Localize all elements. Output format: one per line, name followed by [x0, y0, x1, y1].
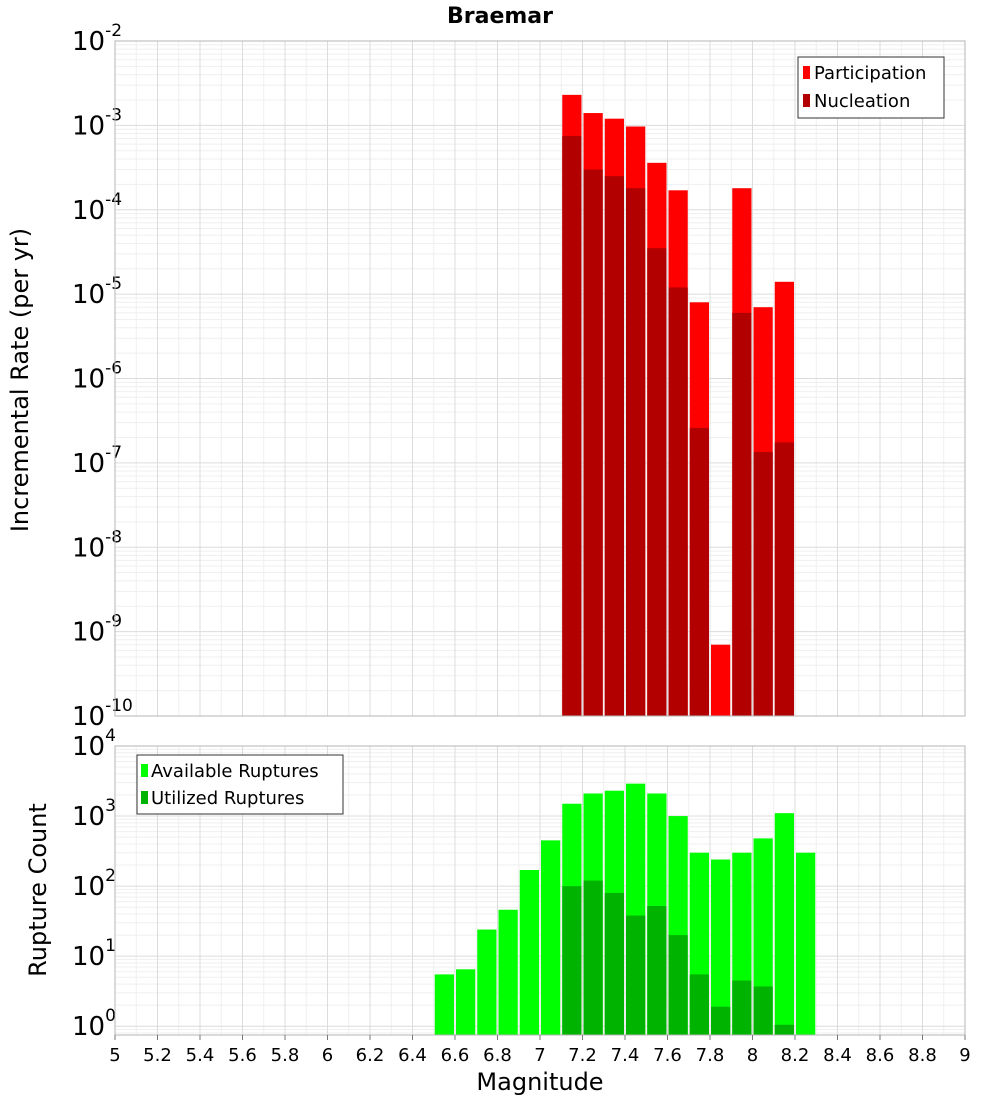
x-tick-label: 7.6	[653, 1045, 682, 1066]
bottom-y-axis-label: Rupture Count	[24, 803, 52, 977]
utilized-ruptures-bar	[604, 892, 624, 1035]
rupture-legend-box	[136, 754, 344, 815]
available-ruptures-bar	[434, 974, 454, 1035]
nucleation-bar	[732, 312, 752, 716]
participation-legend-swatch	[803, 66, 810, 79]
utilized-ruptures-bar	[774, 1024, 794, 1035]
x-tick-label: 5.6	[228, 1045, 257, 1066]
nucleation-bar	[562, 135, 582, 717]
nucleation-bar	[647, 248, 667, 717]
available-ruptures-bar	[477, 929, 497, 1035]
y-tick-label: 10-10	[72, 696, 133, 732]
y-tick-label: 103	[72, 796, 116, 832]
rupture-legend: Available Ruptures Utilized Ruptures	[136, 754, 344, 815]
nucleation-legend-label: Nucleation	[814, 91, 910, 112]
x-tick-label: 7.4	[611, 1045, 640, 1066]
x-tick-label: 8	[747, 1045, 758, 1066]
rate-legend-box	[797, 56, 945, 119]
utilized-ruptures-bar	[626, 915, 646, 1035]
available-ruptures-bar	[498, 909, 518, 1035]
x-tick-label: 5.4	[186, 1045, 215, 1066]
nucleation-bar	[689, 427, 709, 716]
x-tick-label: 6.2	[356, 1045, 385, 1066]
available-ruptures-bar	[753, 838, 773, 1035]
y-tick-label: 10-4	[72, 190, 122, 226]
nucleation-bar	[604, 176, 624, 716]
available-legend-swatch	[141, 764, 148, 777]
x-tick-label: 6.6	[441, 1045, 470, 1066]
x-tick-label: 7.8	[696, 1045, 725, 1066]
utilized-ruptures-bar	[647, 906, 667, 1035]
available-ruptures-bar	[774, 813, 794, 1035]
x-tick-label: 6.4	[398, 1045, 427, 1066]
available-ruptures-bar	[711, 859, 731, 1035]
available-ruptures-bar	[456, 969, 476, 1035]
utilized-ruptures-bar	[711, 1006, 731, 1035]
rupture-count-panel: 100 101 102 103 104 5 5.2 5.4 5.6 5.8 6 6.2 6.4 6.6 6.…	[72, 726, 971, 1066]
available-ruptures-bar	[519, 869, 539, 1035]
top-y-axis-label: Incremental Rate (per yr)	[6, 228, 34, 532]
x-tick-label: 8.4	[823, 1045, 852, 1066]
x-tick-label: 9	[959, 1045, 970, 1066]
x-tick-label: 7.2	[568, 1045, 597, 1066]
available-ruptures-bar	[796, 852, 816, 1035]
x-tick-label: 5.2	[143, 1045, 172, 1066]
y-tick-label: 104	[72, 726, 116, 762]
x-tick-label: 5.8	[271, 1045, 300, 1066]
nucleation-bar	[668, 287, 688, 716]
participation-legend-label: Participation	[814, 63, 926, 84]
x-axis-label: Magnitude	[476, 1068, 603, 1096]
nucleation-bar	[753, 451, 773, 716]
x-tick-label: 8.2	[781, 1045, 810, 1066]
rate-legend: Participation Nucleation	[797, 56, 945, 119]
available-ruptures-bar	[541, 840, 561, 1035]
available-legend-label: Available Ruptures	[151, 761, 319, 782]
plot-frame	[114, 40, 966, 717]
x-tick-label: 6	[322, 1045, 333, 1066]
x-tick-label: 6.8	[483, 1045, 512, 1066]
utilized-ruptures-bar	[753, 986, 773, 1035]
y-tick-label: 102	[72, 866, 116, 902]
x-tick-label: 5	[109, 1045, 120, 1066]
nucleation-bar	[583, 169, 603, 716]
y-tick-label: 10-2	[72, 21, 122, 57]
nucleation-bar	[626, 188, 646, 717]
utilized-ruptures-bar	[732, 980, 752, 1035]
utilized-ruptures-bar	[689, 974, 709, 1035]
nucleation-legend-swatch	[803, 94, 810, 107]
nucleation-bar	[774, 442, 794, 716]
utilized-ruptures-bar	[562, 886, 582, 1035]
y-tick-label: 101	[72, 936, 116, 972]
utilized-legend-label: Utilized Ruptures	[151, 788, 304, 809]
utilized-ruptures-bar	[668, 935, 688, 1035]
x-tick-label: 8.8	[908, 1045, 937, 1066]
x-tick-label: 7	[534, 1045, 545, 1066]
chart-title: Braemar	[447, 4, 553, 29]
x-tick-label: 8.6	[866, 1045, 895, 1066]
y-tick-label: 100	[72, 1006, 116, 1042]
participation-bar	[711, 644, 731, 716]
utilized-ruptures-bar	[583, 880, 603, 1035]
utilized-legend-swatch	[141, 791, 148, 804]
